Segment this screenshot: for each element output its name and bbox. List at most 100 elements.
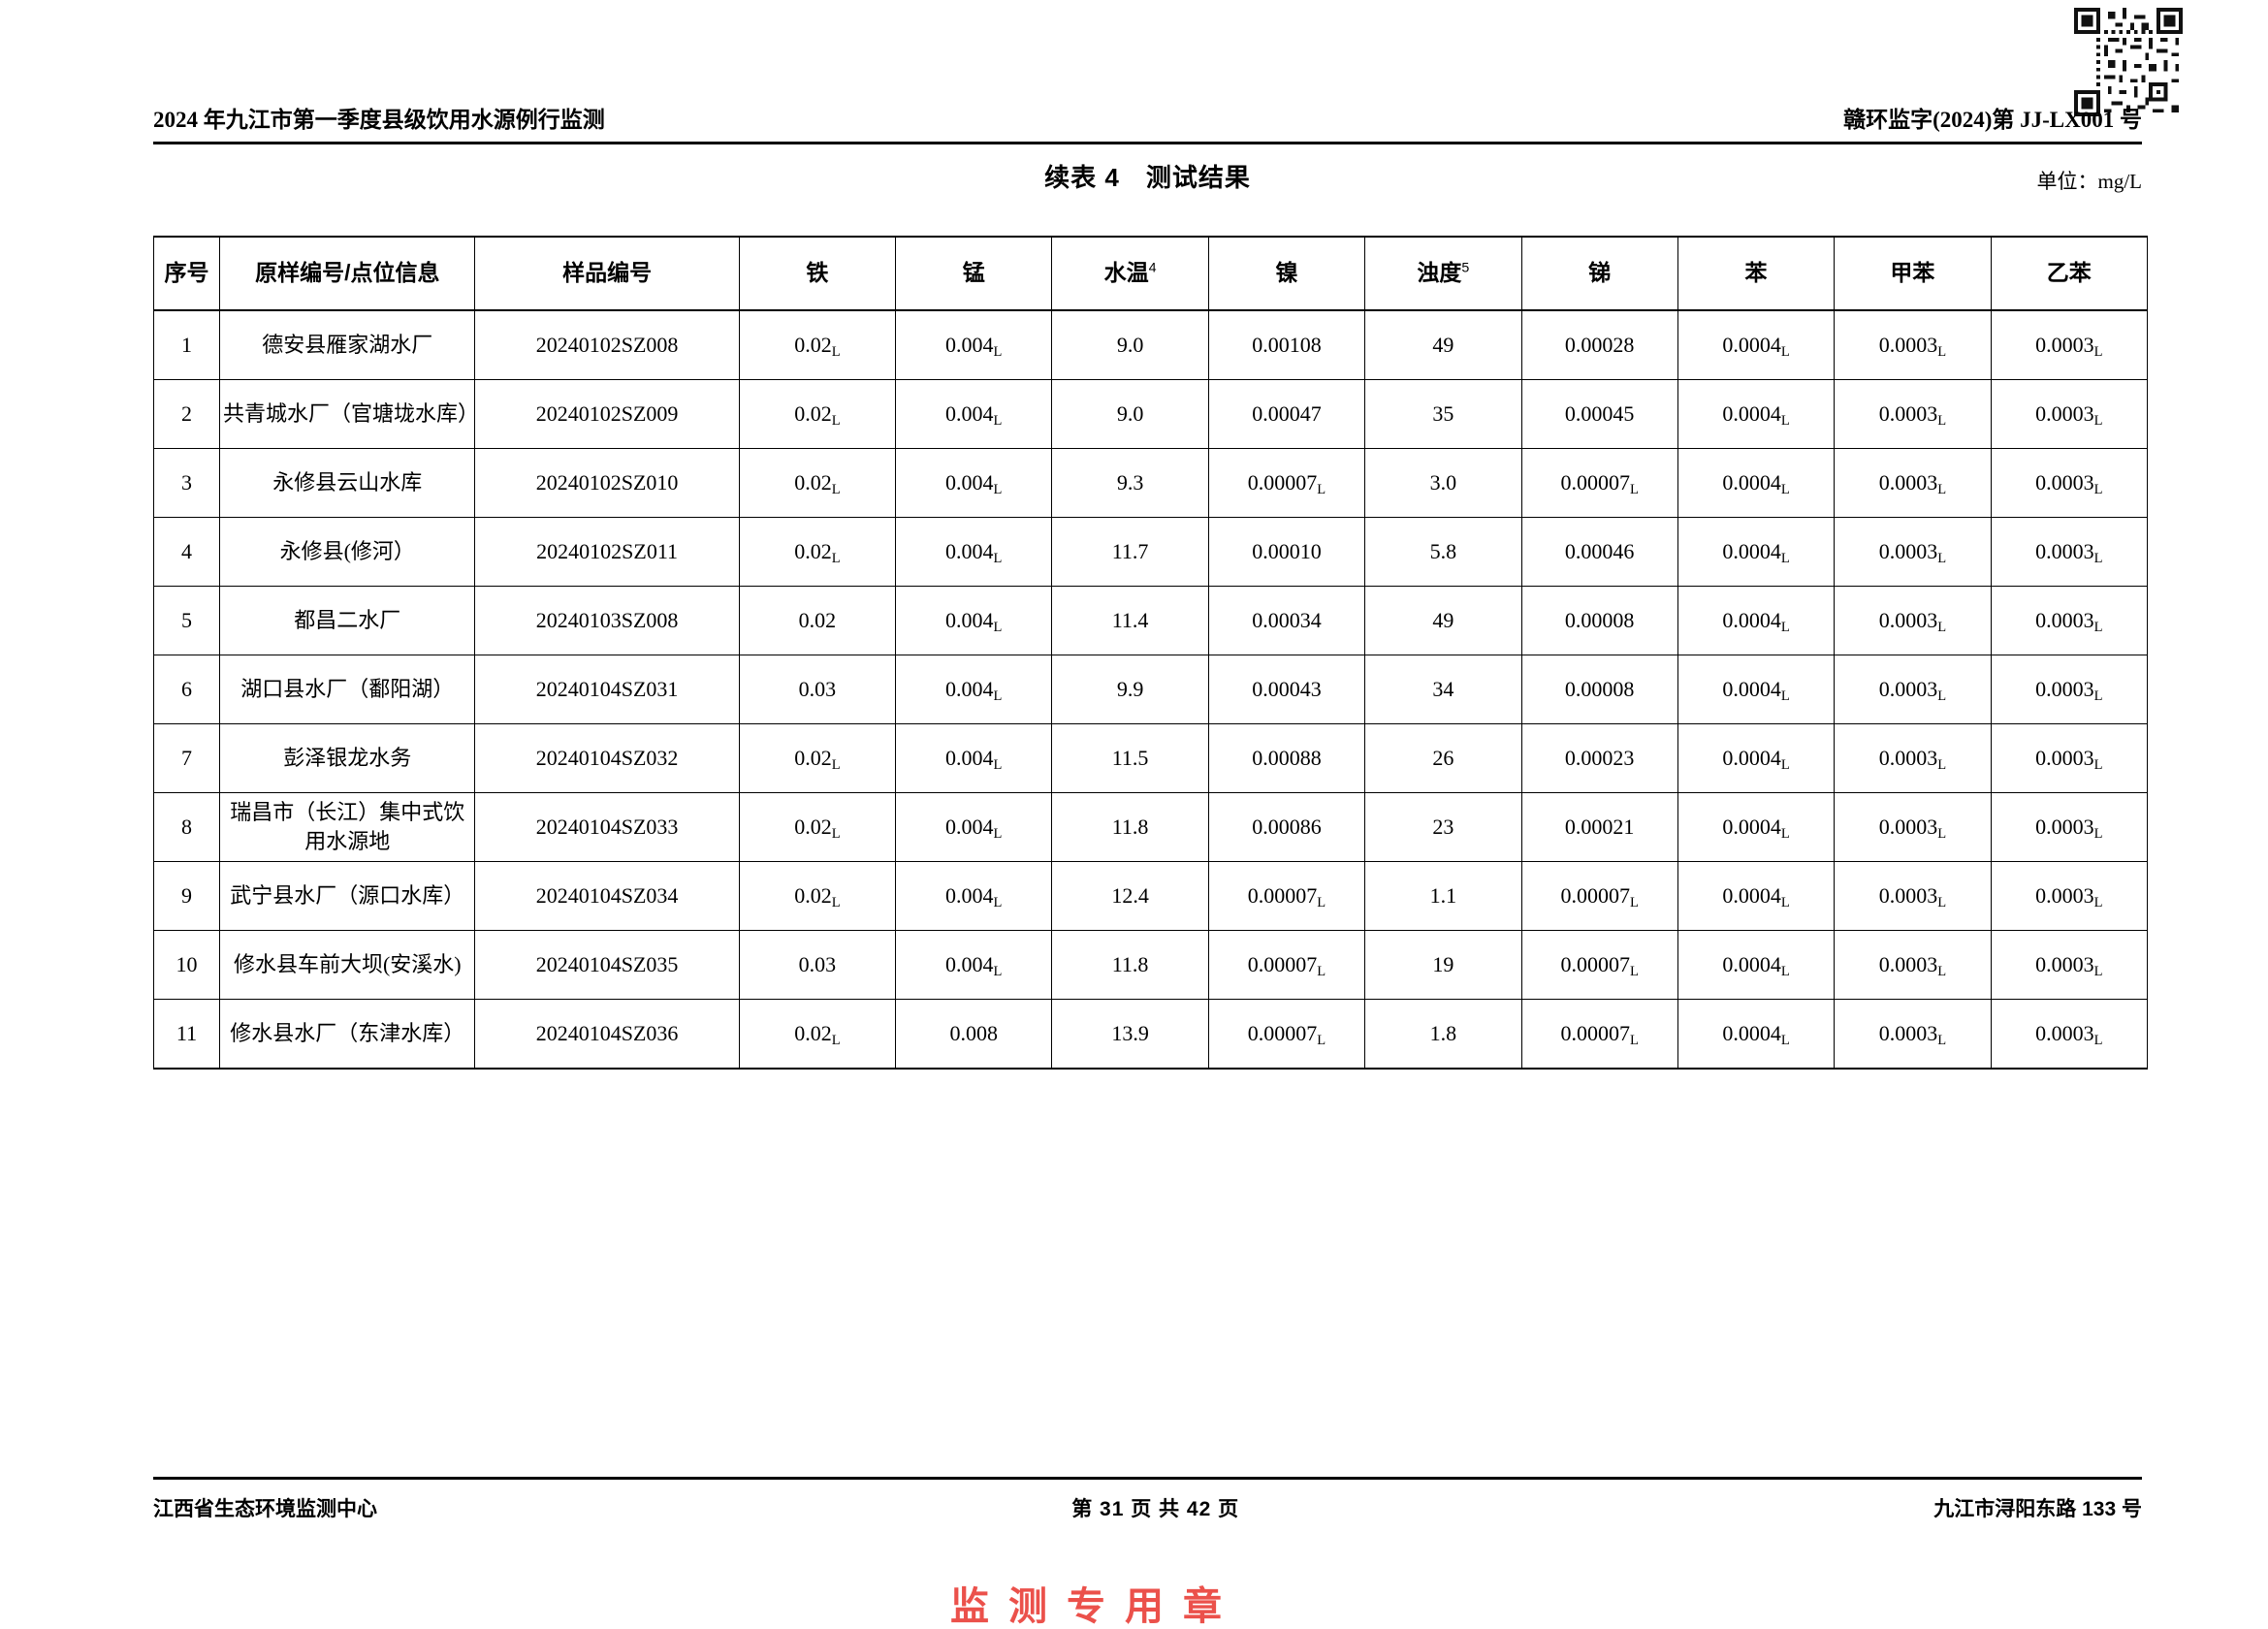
measurement-cell: 0.00034 — [1207, 586, 1366, 655]
measurement-value: 0.00047 — [1252, 401, 1322, 427]
row-index-cell: 5 — [152, 586, 221, 655]
measurement-value: 0.0003 — [2035, 539, 2094, 564]
measurement-value: 0.0003 — [1878, 539, 1938, 564]
measurement-cell: 11.4 — [1051, 586, 1209, 655]
site-name-cell: 武宁县水厂（源口水库） — [219, 861, 476, 931]
measurement-cell: 0.0003L — [1990, 517, 2149, 587]
sample-code-cell: 20240104SZ033 — [474, 792, 740, 862]
below-detection-limit-flag: L — [831, 757, 841, 774]
measurement-value: 0.00034 — [1252, 608, 1322, 633]
measurement-cell: 0.0003L — [1834, 448, 1992, 518]
measurement-value: 0.0003 — [2035, 952, 2094, 977]
below-detection-limit-flag: L — [1780, 688, 1790, 705]
measurement-cell: 0.02L — [738, 309, 897, 380]
table-row: 7 彭泽银龙水务 20240104SZ032 0.02L 0.004L 11.5 0.000… — [152, 723, 2149, 793]
measurement-value: 0.0004 — [1722, 677, 1781, 702]
measurement-value: 9.0 — [1116, 401, 1144, 427]
measurement-cell: 34 — [1364, 655, 1522, 724]
measurement-cell: 35 — [1364, 379, 1522, 449]
measurement-value: 0.00007 — [1247, 470, 1318, 495]
below-detection-limit-flag: L — [831, 344, 841, 361]
measurement-value: 0.00008 — [1564, 608, 1635, 633]
sample-code-cell: 20240102SZ008 — [474, 309, 740, 380]
measurement-value: 0.0003 — [2035, 1021, 2094, 1046]
page-title: 续表 4 测试结果 — [1044, 163, 1251, 192]
site-name-cell: 德安县雁家湖水厂 — [219, 309, 476, 380]
measurement-cell: 0.004L — [895, 448, 1053, 518]
measurement-cell: 0.00007L — [1520, 930, 1678, 1000]
measurement-value: 0.0003 — [1878, 470, 1938, 495]
measurement-cell: 0.03 — [738, 930, 897, 1000]
measurement-cell: 23 — [1364, 792, 1522, 862]
measurement-cell: 0.0004L — [1677, 517, 1836, 587]
measurement-cell: 0.008 — [895, 999, 1053, 1070]
measurement-value: 0.00007 — [1560, 952, 1630, 977]
table-row: 8 瑞昌市（长江）集中式饮用水源地 20240104SZ033 0.02L 0.004L… — [152, 792, 2149, 862]
measurement-cell: 0.004L — [895, 655, 1053, 724]
column-header-7: 浊度5 — [1364, 236, 1522, 311]
below-detection-limit-flag: L — [831, 482, 841, 498]
measurement-value: 0.0003 — [1878, 333, 1938, 358]
measurement-cell: 0.0003L — [1834, 930, 1992, 1000]
column-header-label: 苯 — [1744, 260, 1768, 286]
measurement-value: 0.0003 — [2035, 333, 2094, 358]
measurement-cell: 0.0004L — [1677, 723, 1836, 793]
column-header-11: 乙苯 — [1990, 236, 2149, 311]
measurement-cell: 0.00086 — [1207, 792, 1366, 862]
measurement-value: 0.0003 — [1878, 883, 1938, 909]
measurement-value: 0.008 — [949, 1021, 998, 1046]
measurement-cell: 0.00010 — [1207, 517, 1366, 587]
below-detection-limit-flag: L — [2093, 895, 2103, 911]
site-name-cell: 瑞昌市（长江）集中式饮用水源地 — [219, 792, 476, 862]
site-name-cell: 修水县车前大坝(安溪水) — [219, 930, 476, 1000]
below-detection-limit-flag: L — [993, 757, 1003, 774]
column-header-9: 苯 — [1677, 236, 1836, 311]
measurement-value: 0.004 — [945, 608, 994, 633]
site-name-cell: 永修县云山水库 — [219, 448, 476, 518]
measurement-value: 0.03 — [798, 677, 837, 702]
measurement-value: 0.00046 — [1564, 539, 1635, 564]
measurement-value: 0.00108 — [1252, 333, 1322, 358]
measurement-cell: 0.0003L — [1834, 999, 1992, 1070]
measurement-value: 0.0003 — [2035, 608, 2094, 633]
below-detection-limit-flag: L — [1780, 895, 1790, 911]
units-label: 单位：mg/L — [2036, 170, 2143, 193]
results-table: 序号 原样编号/点位信息 样品编号铁锰水温4 镍浊度5 锑苯甲苯 乙苯 1 德安县雁家湖水厂… — [152, 236, 2149, 1070]
measurement-cell: 1.8 — [1364, 999, 1522, 1070]
measurement-cell: 0.02L — [738, 999, 897, 1070]
measurement-value: 0.0003 — [1878, 746, 1938, 771]
below-detection-limit-flag: L — [1780, 964, 1790, 980]
measurement-value: 0.00088 — [1252, 746, 1322, 771]
measurement-cell: 0.00047 — [1207, 379, 1366, 449]
measurement-cell: 0.0003L — [1990, 379, 2149, 449]
measurement-value: 49 — [1432, 333, 1454, 358]
measurement-cell: 0.02 — [738, 586, 897, 655]
below-detection-limit-flag: L — [1780, 344, 1790, 361]
below-detection-limit-flag: L — [831, 1033, 841, 1049]
below-detection-limit-flag: L — [993, 344, 1003, 361]
below-detection-limit-flag: L — [1780, 482, 1790, 498]
measurement-value: 0.0003 — [2035, 401, 2094, 427]
measurement-cell: 19 — [1364, 930, 1522, 1000]
measurement-value: 0.02 — [798, 608, 837, 633]
measurement-value: 5.8 — [1429, 539, 1457, 564]
measurement-value: 0.0003 — [2035, 470, 2094, 495]
measurement-cell: 0.004L — [895, 309, 1053, 380]
table-row: 2 共青城水厂（官塘垅水库） 20240102SZ009 0.02L 0.004L 9.0… — [152, 379, 2149, 449]
below-detection-limit-flag: L — [1317, 964, 1326, 980]
measurement-cell: 0.00023 — [1520, 723, 1678, 793]
table-row: 10 修水县车前大坝(安溪水) 20240104SZ035 0.03 0.004L 11.… — [152, 930, 2149, 1000]
measurement-cell: 0.0004L — [1677, 379, 1836, 449]
footer-page-number: 第 31 页 共 42 页 — [1071, 1498, 1240, 1520]
measurement-value: 0.00007 — [1247, 883, 1318, 909]
measurement-value: 0.0004 — [1722, 814, 1781, 840]
measurement-cell: 0.0003L — [1834, 792, 1992, 862]
measurement-cell: 0.00088 — [1207, 723, 1366, 793]
header-report-title: 2024 年九江市第一季度县级饮用水源例行监测 — [153, 108, 605, 132]
measurement-value: 0.004 — [945, 401, 994, 427]
measurement-value: 19 — [1432, 952, 1454, 977]
measurement-value: 0.0004 — [1722, 952, 1781, 977]
row-index-cell: 8 — [152, 792, 221, 862]
column-header-8: 锑 — [1520, 236, 1678, 311]
